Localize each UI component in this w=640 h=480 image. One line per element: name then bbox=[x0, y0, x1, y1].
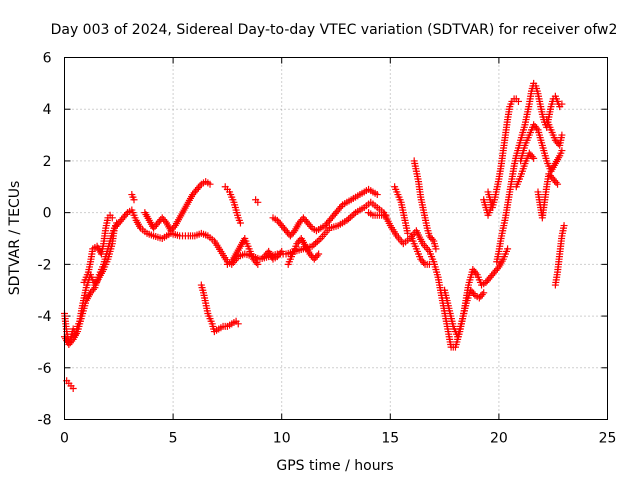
data-point bbox=[493, 265, 501, 273]
data-point bbox=[552, 178, 560, 186]
chart-title: Day 003 of 2024, Sidereal Day-to-day VTE… bbox=[51, 22, 618, 38]
x-tick-label: 0 bbox=[60, 431, 69, 447]
y-tick-label: -8 bbox=[38, 413, 52, 429]
data-point bbox=[554, 180, 562, 188]
data-point bbox=[68, 337, 76, 345]
data-point bbox=[472, 269, 480, 277]
x-tick-label: 10 bbox=[273, 431, 291, 447]
data-point bbox=[432, 245, 440, 253]
data-point bbox=[89, 285, 97, 293]
data-point bbox=[504, 245, 512, 253]
data-point bbox=[113, 219, 121, 227]
data-point bbox=[313, 252, 321, 260]
data-point bbox=[404, 229, 412, 237]
x-tick-label: 20 bbox=[490, 431, 508, 447]
data-point bbox=[560, 222, 568, 230]
y-axis-label: SDTVAR / TECUs bbox=[7, 181, 23, 296]
data-point bbox=[337, 203, 345, 211]
y-tick-label: -6 bbox=[38, 361, 52, 377]
data-point bbox=[382, 211, 390, 219]
data-point bbox=[196, 182, 204, 190]
data-point bbox=[122, 210, 130, 218]
data-point bbox=[254, 260, 262, 268]
y-tick-label: 4 bbox=[43, 102, 52, 118]
x-tick-label: 25 bbox=[599, 431, 617, 447]
y-tick-label: -2 bbox=[38, 257, 52, 273]
data-point bbox=[307, 222, 315, 230]
data-point bbox=[533, 124, 541, 132]
x-tick-labels: 0 5 10 15 20 25 bbox=[60, 431, 616, 447]
data-point bbox=[488, 198, 496, 206]
x-tick-label: 15 bbox=[381, 431, 399, 447]
data-point bbox=[170, 223, 178, 231]
data-point bbox=[108, 214, 116, 222]
data-point bbox=[276, 249, 284, 257]
data-point bbox=[161, 217, 169, 225]
x-tick-label: 5 bbox=[169, 431, 178, 447]
data-point bbox=[420, 259, 428, 267]
data-point bbox=[528, 153, 536, 161]
data-point bbox=[278, 247, 286, 255]
y-tick-label: 2 bbox=[43, 154, 52, 170]
data-point bbox=[373, 191, 381, 199]
data-point bbox=[206, 180, 214, 188]
y-tick-label: -4 bbox=[38, 309, 52, 325]
data-point bbox=[480, 289, 488, 297]
data-point bbox=[558, 131, 566, 139]
data-point bbox=[254, 198, 262, 206]
data-point bbox=[558, 147, 566, 155]
plot-frame bbox=[64, 57, 608, 420]
data-point bbox=[346, 213, 354, 221]
x-axis-label: GPS time / hours bbox=[276, 458, 393, 474]
data-point bbox=[478, 291, 486, 299]
data-point bbox=[315, 250, 323, 258]
data-point bbox=[69, 384, 77, 392]
data-point bbox=[514, 97, 522, 105]
data-point bbox=[470, 290, 478, 298]
y-tick-label: 0 bbox=[43, 206, 52, 222]
data-point bbox=[289, 228, 297, 236]
data-point bbox=[315, 236, 323, 244]
data-point bbox=[252, 259, 260, 267]
y-tick-label: 6 bbox=[43, 51, 52, 67]
y-tick-labels: -8 -6 -4 -2 0 2 4 6 bbox=[38, 51, 52, 429]
data-point bbox=[530, 154, 538, 162]
data-point bbox=[425, 260, 433, 268]
data-point bbox=[234, 320, 242, 328]
data-point bbox=[313, 238, 321, 246]
data-point bbox=[348, 212, 356, 220]
data-point bbox=[236, 219, 244, 227]
data-points bbox=[61, 79, 568, 392]
data-point bbox=[558, 100, 566, 108]
data-point bbox=[312, 239, 320, 247]
data-point bbox=[428, 235, 436, 243]
data-point bbox=[130, 196, 138, 204]
